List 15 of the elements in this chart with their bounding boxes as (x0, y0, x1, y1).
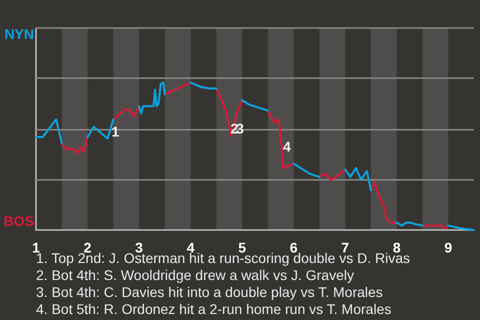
text: 3. Bot 4th: C. Davies hit into a double play vs T. Morales (36, 284, 384, 301)
x-tick-label: 6 (290, 239, 298, 256)
x-tick-label: 4 (186, 239, 195, 256)
text: 2. Bot 4th: S. Wooldridge drew a walk vs J. Gravely (36, 267, 355, 284)
text: NYN (4, 26, 34, 42)
x-tick-label: 9 (444, 239, 452, 256)
x-tick-label: 5 (238, 239, 246, 256)
x-tick-label: 8 (392, 239, 401, 256)
annotation: 3 (236, 120, 244, 137)
text: BOS (4, 212, 34, 229)
x-tick-label: 7 (341, 239, 350, 256)
text: 4. Bot 5th: R. Ordonez hit a 2-run home run vs T. Morales (36, 301, 392, 318)
annotation: 4 (283, 138, 292, 154)
annotation: 1 (111, 124, 120, 140)
x-tick-label: 2 (84, 239, 92, 256)
